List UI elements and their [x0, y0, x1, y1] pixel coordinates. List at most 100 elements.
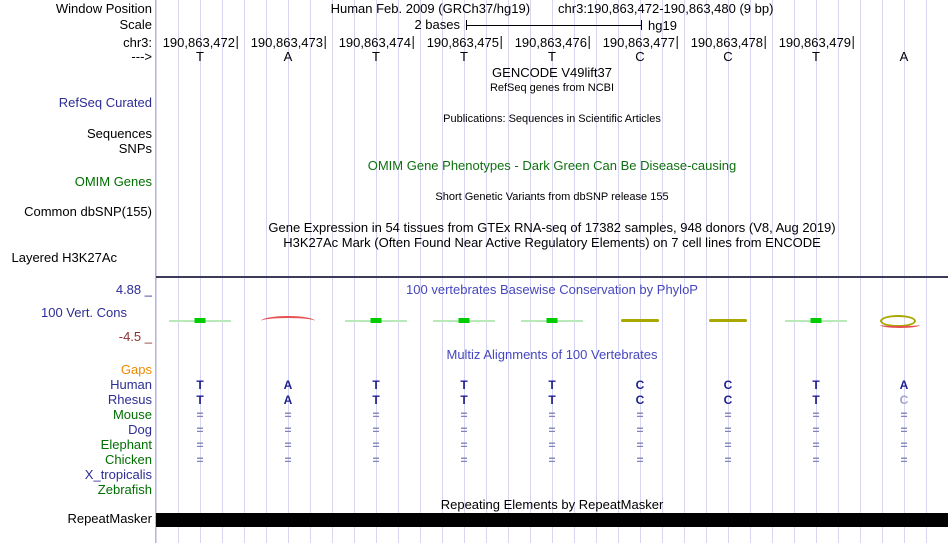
- ruler-base-letter: T: [548, 49, 556, 64]
- alignment-cell: =: [900, 423, 908, 437]
- conservation-positive-mark[interactable]: [194, 318, 206, 323]
- alignment-cell: T: [812, 393, 820, 407]
- alignment-cell: C: [635, 393, 645, 407]
- alignment-cell: =: [284, 408, 292, 422]
- alignment-cell: =: [284, 438, 292, 452]
- ruler-position-label: 190,863,472: [163, 36, 238, 50]
- gencode-track-title[interactable]: GENCODE V49lift37: [492, 65, 612, 80]
- species-row-label-dog[interactable]: Dog: [128, 422, 152, 437]
- alignment-cell: =: [284, 453, 292, 467]
- alignment-cell: A: [899, 378, 909, 392]
- omim-track-title[interactable]: OMIM Gene Phenotypes - Dark Green Can Be…: [367, 158, 737, 173]
- alignment-cell: =: [196, 408, 204, 422]
- alignment-cell: T: [460, 393, 468, 407]
- track-label-100-vert-cons[interactable]: 100 Vert. Cons: [41, 305, 127, 320]
- alignment-cell: T: [812, 378, 820, 392]
- alignment-cell: A: [283, 378, 293, 392]
- species-row-label-human[interactable]: Human: [110, 377, 152, 392]
- ruler-tick: [589, 36, 590, 49]
- alignment-cell: =: [812, 438, 820, 452]
- multiz-track-title[interactable]: Multiz Alignments of 100 Vertebrates: [446, 347, 658, 362]
- species-row-label-zebrafish[interactable]: Zebrafish: [97, 482, 152, 497]
- alignment-cell: =: [548, 453, 556, 467]
- alignment-cell: T: [460, 378, 468, 392]
- ruler-base-letter: C: [723, 49, 733, 64]
- refseq-track-title[interactable]: RefSeq genes from NCBI: [489, 82, 615, 94]
- alignment-cell: =: [812, 408, 820, 422]
- alignment-cell: =: [196, 423, 204, 437]
- ruler-base-letter: T: [196, 49, 204, 64]
- species-row-label-gaps[interactable]: Gaps: [120, 362, 152, 377]
- alignment-cell: =: [636, 453, 644, 467]
- conservation-neutral-mark[interactable]: [709, 319, 747, 322]
- ruler-tick: [501, 36, 502, 49]
- ruler-tick: [325, 36, 326, 49]
- repeatmasker-track-title[interactable]: Repeating Elements by RepeatMasker: [440, 497, 664, 512]
- repeatmasker-element-bar[interactable]: [156, 513, 948, 527]
- alignment-cell: =: [900, 438, 908, 452]
- species-row-label-elephant[interactable]: Elephant: [100, 437, 152, 452]
- scale-bracket: [466, 20, 642, 30]
- conservation-positive-mark[interactable]: [370, 318, 382, 323]
- conservation-positive-mark[interactable]: [810, 318, 822, 323]
- conservation-negative-mark[interactable]: [880, 322, 920, 328]
- track-label-refseq-curated[interactable]: RefSeq Curated: [58, 95, 152, 110]
- alignment-cell: =: [460, 423, 468, 437]
- alignment-cell: =: [724, 453, 732, 467]
- species-row-label-rhesus[interactable]: Rhesus: [107, 392, 152, 407]
- alignment-cell: =: [548, 423, 556, 437]
- ruler-tick: [765, 36, 766, 49]
- species-row-label-x_tropicalis[interactable]: X_tropicalis: [84, 467, 152, 482]
- alignment-cell: =: [284, 423, 292, 437]
- alignment-cell: C: [899, 393, 909, 407]
- ruler-base-letter: A: [899, 49, 909, 64]
- conservation-negative-mark[interactable]: [261, 316, 315, 326]
- strand-label: --->: [131, 49, 152, 64]
- species-row-label-chicken[interactable]: Chicken: [105, 452, 152, 467]
- scale-assembly: hg19: [648, 18, 677, 33]
- alignment-cell: =: [372, 438, 380, 452]
- conservation-positive-mark[interactable]: [546, 318, 558, 323]
- alignment-cell: =: [372, 423, 380, 437]
- ruler-base-letter: A: [283, 49, 293, 64]
- dbsnp-track-title[interactable]: Short Genetic Variants from dbSNP releas…: [435, 191, 669, 203]
- alignment-cell: =: [460, 438, 468, 452]
- ruler-position-label: 190,863,477: [603, 36, 678, 50]
- ruler-position-label: 190,863,478: [691, 36, 766, 50]
- track-label-common-dbsnp[interactable]: Common dbSNP(155): [24, 204, 152, 219]
- assembly-name: Human Feb. 2009 (GRCh37/hg19): [330, 1, 531, 16]
- ruler-base-letter: T: [812, 49, 820, 64]
- alignment-cell: T: [372, 393, 380, 407]
- alignment-cell: =: [724, 423, 732, 437]
- track-label-sequences[interactable]: Sequences: [86, 126, 152, 141]
- alignment-cell: =: [724, 438, 732, 452]
- h3k27ac-track-title[interactable]: H3K27Ac Mark (Often Found Near Active Re…: [283, 235, 821, 250]
- gtex-track-title[interactable]: Gene Expression in 54 tissues from GTEx …: [268, 220, 836, 235]
- alignment-cell: =: [636, 423, 644, 437]
- species-row-label-mouse[interactable]: Mouse: [112, 407, 152, 422]
- track-label-snps[interactable]: SNPs: [118, 141, 152, 156]
- ruler-base-letter: C: [635, 49, 645, 64]
- track-label-layered-h3k27ac[interactable]: Layered H3K27Ac: [11, 250, 117, 265]
- conservation-neutral-mark[interactable]: [621, 319, 659, 322]
- ruler-position-label: 190,863,479: [779, 36, 854, 50]
- conservation-positive-mark[interactable]: [458, 318, 470, 323]
- alignment-cell: T: [548, 378, 556, 392]
- phylop-track-title[interactable]: 100 vertebrates Basewise Conservation by…: [406, 282, 698, 297]
- grid-lines: [156, 0, 948, 543]
- alignment-cell: =: [372, 408, 380, 422]
- alignment-cell: T: [196, 393, 204, 407]
- alignment-cell: =: [636, 408, 644, 422]
- track-label-omim-genes[interactable]: OMIM Genes: [74, 174, 152, 189]
- window-position-label: Window Position: [55, 1, 152, 16]
- chrom-label: chr3:: [123, 35, 152, 50]
- publications-track-title[interactable]: Publications: Sequences in Scientific Ar…: [443, 113, 661, 125]
- alignment-cell: =: [460, 408, 468, 422]
- ruler-base-letter: T: [460, 49, 468, 64]
- ruler-tick: [413, 36, 414, 49]
- track-label-repeatmasker[interactable]: RepeatMasker: [67, 511, 152, 526]
- cons-max-value: 4.88 _: [115, 282, 152, 297]
- scale-label: Scale: [119, 17, 152, 32]
- alignment-cell: =: [724, 408, 732, 422]
- alignment-cell: =: [196, 453, 204, 467]
